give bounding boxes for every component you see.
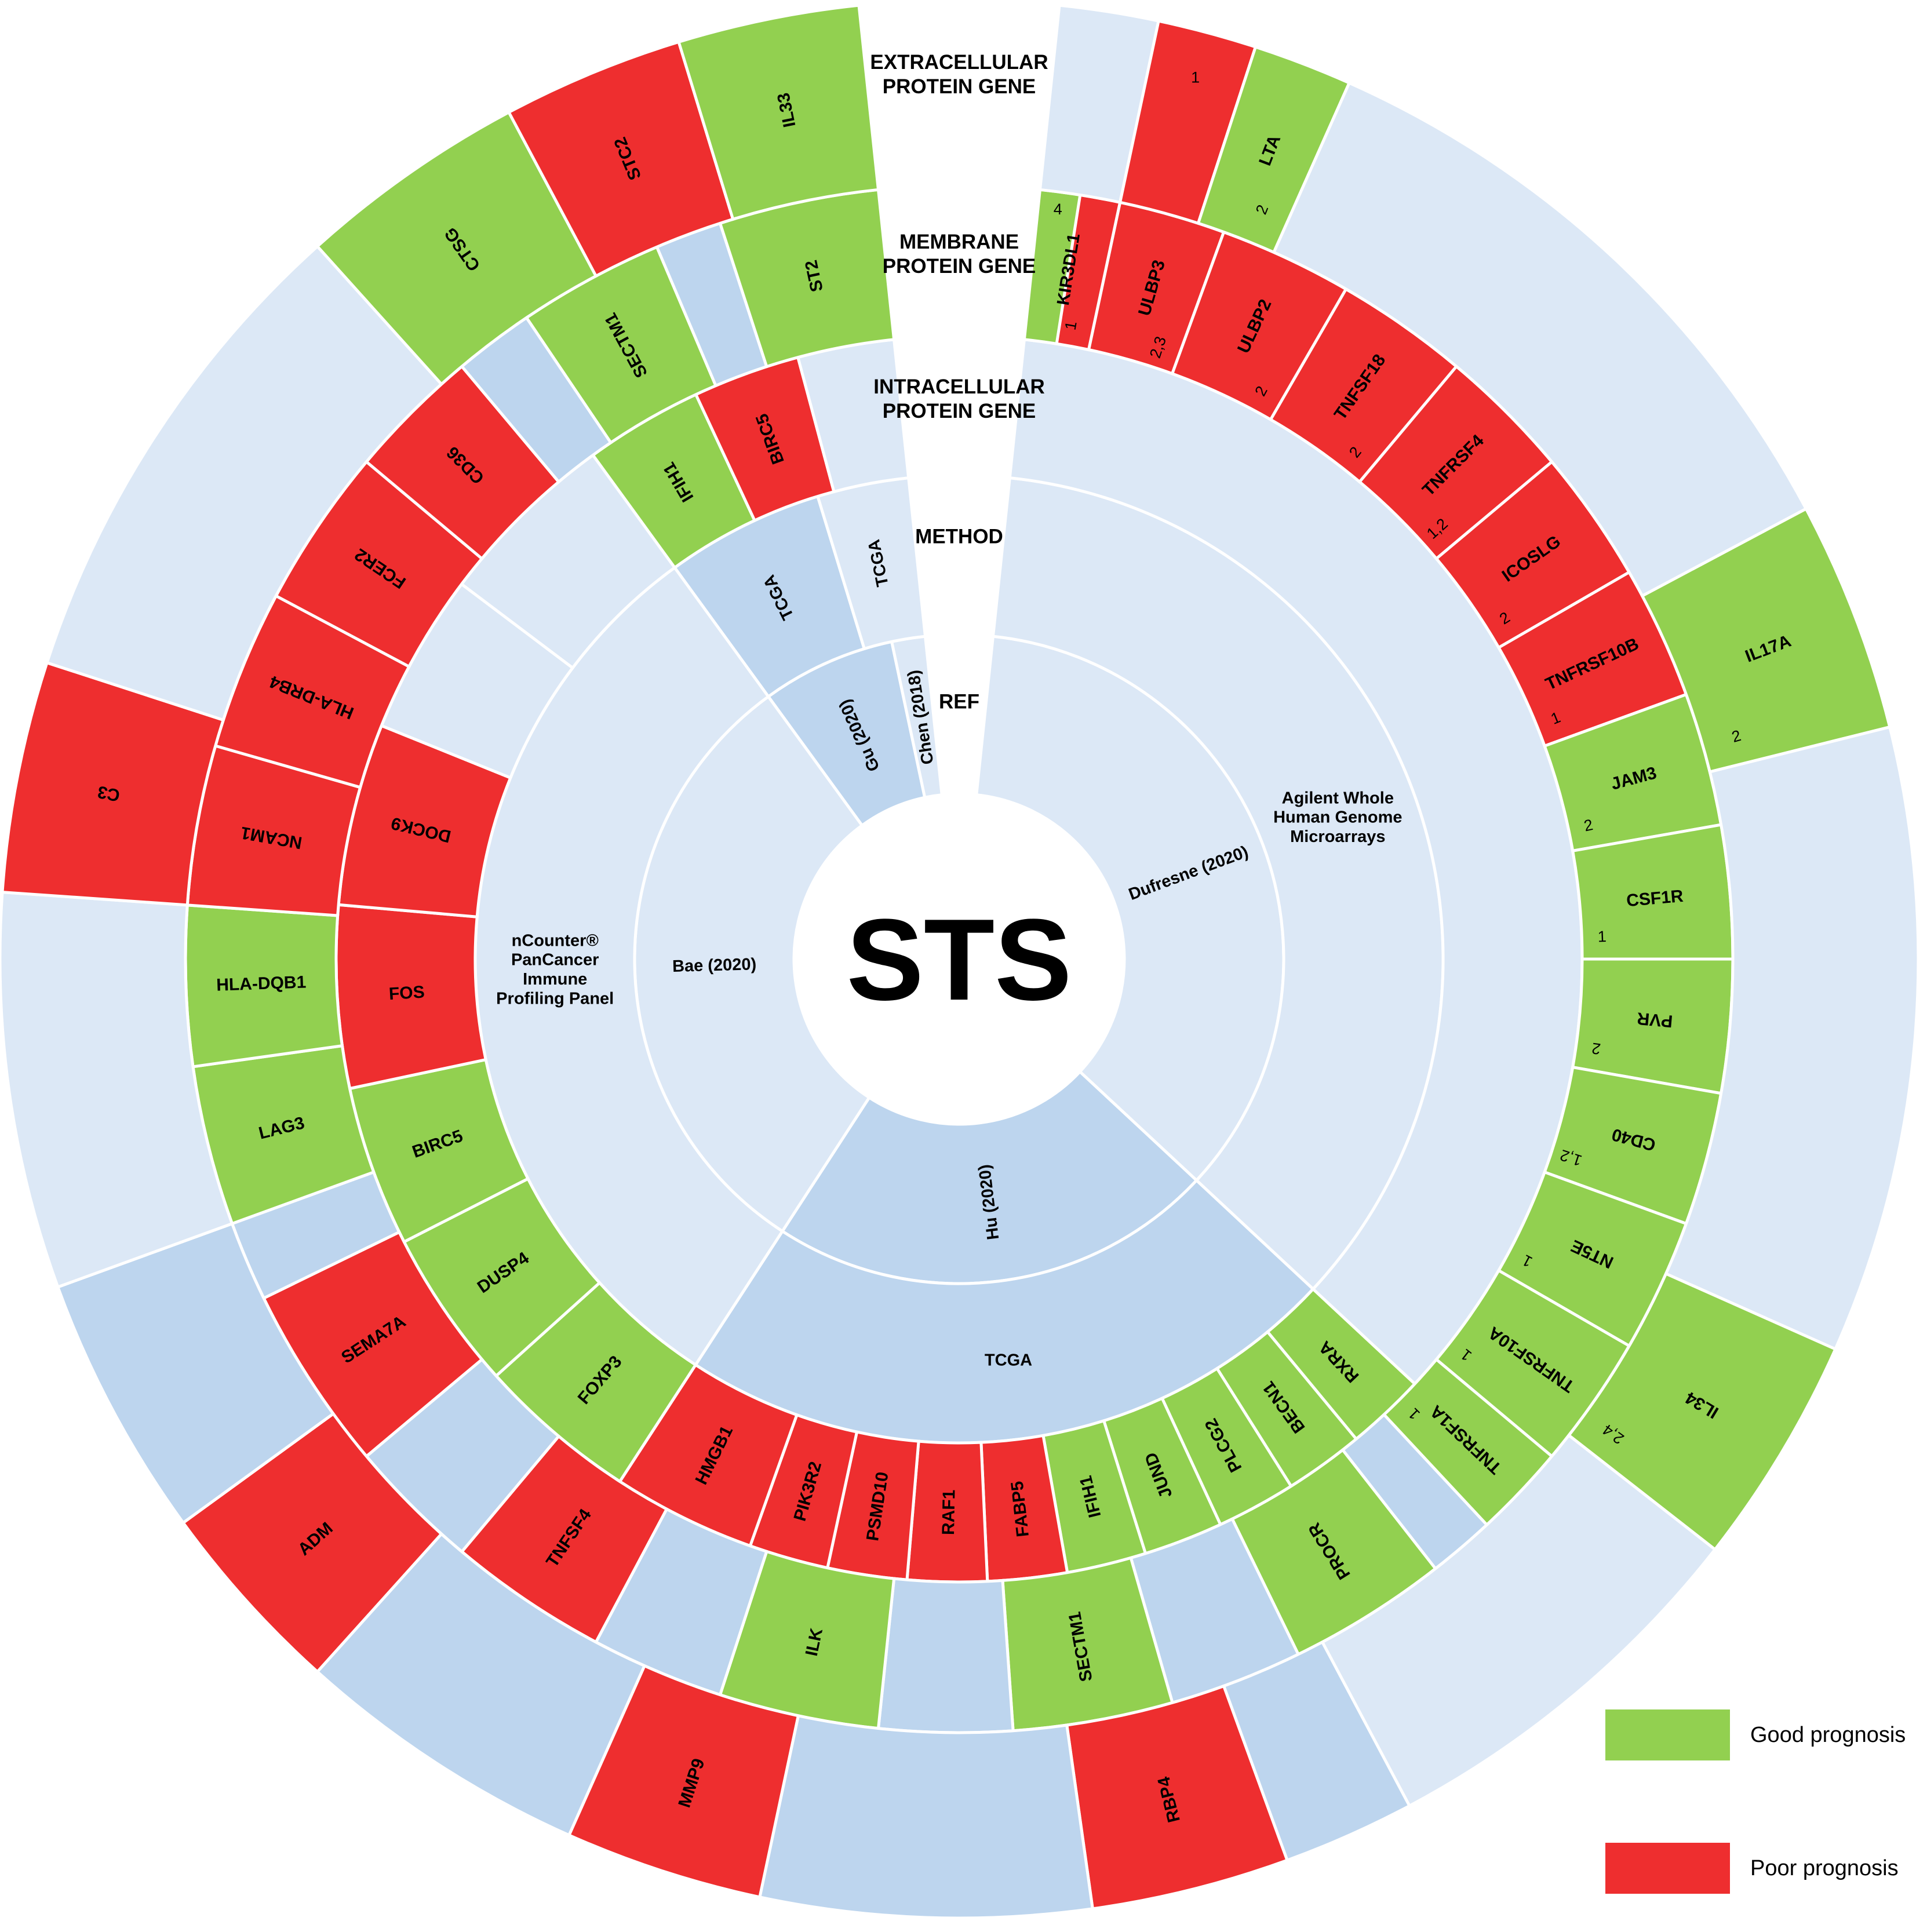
pvr-label: PVR [1636, 1009, 1674, 1031]
legend-swatch-poor [1605, 1843, 1730, 1894]
lta-ref-1: 1 [1191, 69, 1200, 86]
jam3-ref: 2 [1582, 816, 1594, 834]
mem-gap-3-segment [876, 1577, 1015, 1734]
ref-bae-label: Bae (2020) [672, 955, 757, 976]
il33-segment [676, 3, 880, 221]
center-hole [794, 794, 1124, 1124]
intracellular-gene-label: RAF1 [938, 1489, 958, 1535]
ring-label-ref: REF [939, 691, 979, 713]
method-ncounter-label: nCounter® PanCancer Immune Profiling Panel [496, 931, 614, 1008]
c3-label: C3 [96, 782, 122, 805]
hla-dqb1-label: HLA-DQB1 [216, 972, 307, 994]
ring-label-method: METHOD [915, 526, 1003, 548]
method-agilent-label: Agilent Whole Human Genome Microarrays [1273, 789, 1402, 846]
intracellular-gene-label: FOS [388, 982, 425, 1004]
ring-label-extracellular: EXTRACELLULAR PROTEIN GENE [870, 51, 1048, 98]
legend-label-poor: Poor prognosis [1750, 1856, 1899, 1880]
ring-label-intracellular: INTRACELLULAR PROTEIN GENE [873, 376, 1045, 422]
ring-label-membrane: MEMBRANE PROTEIN GENE [883, 231, 1036, 278]
legend: Good prognosis Poor prognosis [1605, 1709, 1906, 1894]
legend-swatch-good [1605, 1709, 1730, 1760]
method-tcga-hu-label: TCGA [985, 1351, 1032, 1369]
pvr-ref: 2 [1591, 1040, 1602, 1058]
ext-gap-f-segment [757, 1714, 1095, 1920]
kir3dl1-ref: 1 [1062, 320, 1080, 331]
legend-label-good: Good prognosis [1750, 1723, 1906, 1747]
csf1r-ref: 1 [1597, 928, 1607, 946]
segments-layer [0, 3, 1920, 1920]
kir3dl1-ref-4: 4 [1054, 201, 1062, 218]
center-title: STS [847, 895, 1072, 1025]
